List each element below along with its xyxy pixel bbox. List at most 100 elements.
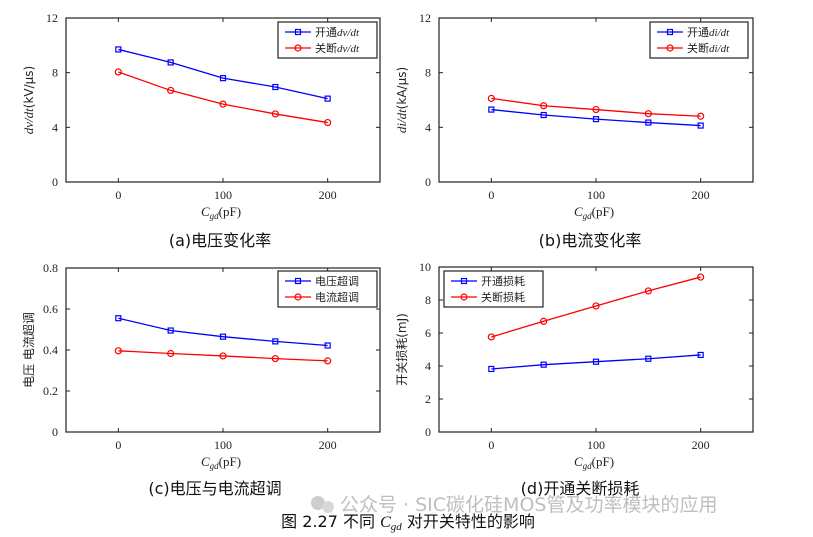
subplot-caption: (a)电压变化率 [169,231,271,250]
y-tick-label: 6 [425,326,431,340]
data-point [644,110,652,118]
data-point [324,357,332,365]
y-tick-label: 2 [425,392,431,406]
series-1 [487,94,705,120]
x-axis-label-var: C [201,454,210,469]
series-line [118,317,328,347]
x-tick-label: 200 [692,188,710,202]
y-tick-label: 10 [419,260,431,274]
data-point [114,347,122,355]
x-axis-label-sub: gd [210,211,220,221]
x-tick-label: 0 [115,188,121,202]
legend-marker [294,28,302,36]
subplot-caption: (c)电压与电流超调 [148,479,281,498]
x-tick-label: 100 [587,438,605,452]
y-tick-label: 0 [425,175,431,189]
legend-label: 电流超调 [315,290,359,304]
legend-marker [294,277,302,285]
legend-marker [294,44,302,52]
y-axis-label-unit: (kA/μs) [395,67,409,109]
x-axis-label-unit: (pF) [592,204,614,219]
legend-label: 开通损耗 [481,274,525,288]
series-line [118,48,328,100]
data-point [167,327,174,334]
legend-label-var: di/dt [709,43,730,55]
x-tick-label: 100 [587,188,605,202]
legend-label-text: 电压超调 [315,274,359,288]
x-axis-label-var: C [574,454,583,469]
y-axis-label-unit: 开关损耗(mJ) [395,313,409,386]
data-point [487,94,495,102]
legend-label: 电压超调 [315,274,359,288]
x-axis-label: Cgd(pF) [574,454,614,471]
y-axis-label-var: di/dt [394,109,409,133]
data-point [324,118,332,127]
figure-caption-var: C [380,514,391,531]
legend-label-text: 关断损耗 [481,290,525,304]
series-1 [114,68,332,127]
data-point [324,342,331,349]
legend-box [443,270,544,308]
legend-box [277,270,378,308]
x-axis-label-var: C [574,204,583,219]
y-tick-label: 0.4 [43,343,58,357]
x-tick-label: 200 [319,188,337,202]
x-tick-label: 100 [214,438,232,452]
data-point [219,333,227,340]
data-point [115,46,122,53]
y-axis-label: 电压 电流超调 [21,312,36,388]
data-point [167,59,174,66]
x-axis-label-unit: (pF) [219,204,241,219]
legend-label-var: di/dt [709,27,730,39]
y-axis-label-unit: 电压 电流超调 [21,312,36,388]
series-0 [488,106,704,129]
legend-box [649,21,749,59]
legend-marker [294,293,302,301]
legend-label-var: dv/dt [337,27,360,39]
legend-box [277,21,378,59]
data-point [697,112,705,120]
data-point [540,102,548,110]
y-tick-label: 8 [52,66,58,80]
figure-caption-prefix: 图 2.27 不同 [281,512,380,531]
x-tick-label: 0 [488,188,494,202]
y-tick-label: 0.8 [43,261,58,275]
legend: 开通dv/dt 关断dv/dt [277,21,378,59]
legend-marker [666,44,674,52]
legend-label: 开通dv/dt [315,26,360,39]
y-tick-label: 8 [425,66,431,80]
data-point [697,122,704,129]
y-tick-label: 4 [425,120,431,134]
subplot-caption: (d)开通关断损耗 [521,479,640,498]
legend-label: 关断损耗 [481,290,525,304]
legend-marker [460,293,468,301]
data-point [167,86,175,95]
legend-label: 关断di/dt [687,41,730,55]
data-point [592,302,600,310]
data-point [271,355,279,363]
legend-label: 关断dv/dt [315,41,360,55]
chart-2: 0 0.2 0.4 0.6 0.8 0 100 200 Cgd(pF) 电压 电流超调 电压超调电流… [21,261,381,498]
data-point [540,361,547,368]
data-point [697,273,705,281]
x-axis-label-unit: (pF) [219,454,241,469]
legend-label-text: 关断 [315,41,337,55]
data-point [540,111,547,119]
data-point [487,333,495,341]
y-tick-label: 0 [52,425,58,439]
series-line [491,354,701,370]
legend-label-text: 开通 [687,26,709,39]
data-point [540,317,548,325]
data-point [219,100,227,108]
x-tick-label: 0 [115,438,121,452]
x-tick-label: 200 [319,438,337,452]
y-tick-label: 4 [52,120,58,134]
series-line [118,71,328,124]
x-axis-label-sub: gd [583,211,593,221]
data-point [488,365,495,373]
legend-label: 开通di/dt [687,26,730,39]
